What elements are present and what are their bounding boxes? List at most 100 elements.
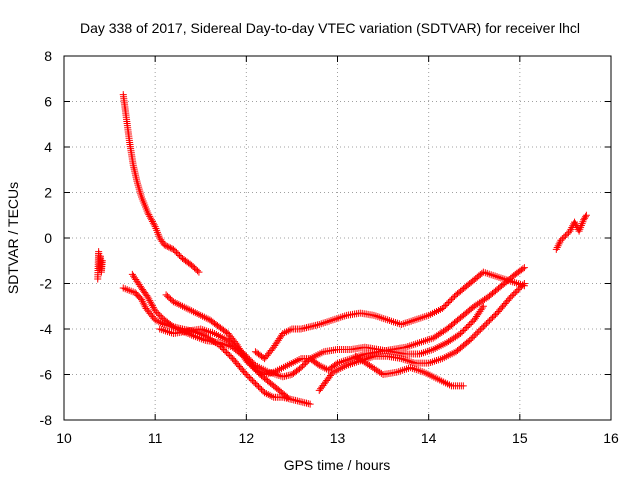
data-point — [459, 382, 467, 390]
data-point — [226, 352, 234, 360]
data-point — [481, 321, 489, 329]
data-point — [482, 320, 490, 328]
data-point — [478, 304, 486, 312]
data-point — [282, 328, 290, 336]
data-point — [148, 216, 156, 224]
data-point — [461, 325, 469, 333]
data-point — [262, 390, 270, 398]
data-point — [223, 349, 231, 357]
data-point — [508, 292, 516, 300]
data-point — [552, 245, 560, 253]
grid-lines — [64, 56, 611, 420]
data-point — [160, 241, 168, 249]
data-point — [146, 212, 154, 220]
data-point — [472, 330, 480, 338]
data-point — [139, 299, 147, 307]
y-tick-label: 8 — [44, 48, 52, 64]
data-point — [153, 308, 161, 316]
data-point — [332, 360, 340, 368]
data-point — [561, 232, 569, 240]
data-point — [510, 290, 518, 298]
data-point — [241, 351, 249, 359]
data-point — [175, 300, 183, 308]
data-point — [582, 211, 590, 219]
data-point — [195, 310, 203, 318]
data-point — [467, 319, 475, 327]
data-point — [446, 297, 454, 305]
data-markers — [94, 91, 590, 408]
data-point — [467, 335, 475, 343]
data-point — [153, 317, 161, 325]
y-tick-label: 6 — [44, 94, 52, 110]
data-point — [258, 386, 266, 394]
data-point — [488, 314, 496, 322]
data-point — [144, 293, 152, 301]
x-axis-label: GPS time / hours — [284, 457, 391, 473]
data-point — [195, 268, 203, 276]
data-point — [520, 280, 528, 287]
data-point — [197, 311, 205, 319]
data-point — [251, 380, 259, 388]
data-point — [487, 315, 495, 323]
data-point — [137, 295, 145, 303]
x-tick-label: 12 — [239, 430, 255, 446]
data-point — [163, 242, 171, 250]
data-point — [470, 332, 478, 340]
data-point — [180, 303, 188, 311]
data-point — [466, 320, 474, 328]
data-point — [560, 233, 568, 241]
data-point — [303, 358, 311, 366]
data-point — [148, 302, 156, 310]
data-series-s10 — [552, 211, 590, 253]
data-point — [281, 329, 289, 337]
data-point — [186, 306, 194, 314]
data-point — [581, 214, 589, 222]
data-point — [264, 391, 272, 399]
x-tick-label: 15 — [512, 430, 528, 446]
data-point — [581, 213, 589, 221]
data-point — [279, 330, 287, 338]
data-point — [300, 361, 308, 369]
data-point — [175, 251, 183, 259]
data-point — [245, 355, 253, 363]
data-point — [172, 248, 180, 256]
data-point — [224, 350, 232, 358]
data-point — [193, 310, 201, 318]
data-point — [189, 308, 197, 316]
data-point — [199, 312, 207, 320]
data-point — [490, 312, 498, 320]
data-point — [171, 299, 179, 307]
data-point — [150, 221, 158, 229]
data-point — [447, 295, 455, 303]
data-point — [580, 216, 588, 224]
data-point — [149, 303, 157, 311]
data-point — [554, 242, 562, 250]
data-point — [469, 333, 477, 341]
data-point — [555, 240, 563, 248]
data-point — [464, 322, 472, 330]
data-point — [147, 214, 155, 222]
y-tick-labels: -8 -6 -4 -2 0 2 4 6 8 — [40, 48, 53, 428]
data-point — [299, 362, 307, 370]
data-point — [511, 289, 519, 297]
axis-ticks — [63, 55, 612, 421]
y-tick-label: -4 — [40, 321, 53, 337]
data-point — [245, 374, 253, 382]
y-tick-label: 2 — [44, 185, 52, 201]
data-series-s3 — [119, 284, 314, 408]
data-point — [169, 298, 177, 306]
data-point — [149, 219, 157, 227]
data-point — [566, 227, 574, 235]
data-point — [479, 323, 487, 331]
chart-title: Day 338 of 2017, Sidereal Day-to-day VTE… — [80, 20, 580, 36]
data-point — [227, 353, 235, 361]
y-tick-label: -2 — [40, 276, 53, 292]
data-point — [457, 330, 465, 338]
data-point — [169, 245, 177, 253]
data-series-s8 — [315, 280, 528, 394]
data-point — [151, 307, 159, 315]
data-point — [571, 218, 579, 226]
data-point — [157, 319, 165, 327]
data-point — [283, 393, 291, 401]
